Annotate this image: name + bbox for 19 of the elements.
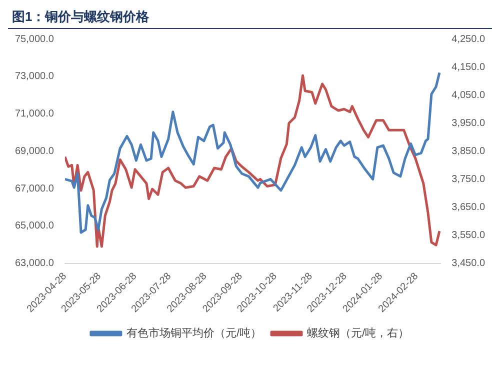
y2-tick-label: 4,150.0: [452, 62, 486, 73]
y-tick-label: 63,000.0: [14, 258, 54, 270]
y2-tick-label: 3,950.0: [452, 118, 486, 129]
legend-label: 有色市场铜平均价（元/吨）: [126, 326, 262, 340]
y2-tick-label: 4,250.0: [452, 34, 486, 45]
y2-tick-label: 3,450.0: [452, 258, 486, 270]
chart-title: 图1：铜价与螺纹钢价格: [8, 8, 492, 29]
legend-label: 螺纹钢（元/吨，右）: [307, 326, 410, 340]
y-tick-label: 69,000.0: [14, 146, 54, 157]
y2-tick-label: 3,650.0: [452, 202, 486, 214]
y2-tick-label: 4,050.0: [452, 90, 486, 101]
y-tick-label: 65,000.0: [14, 220, 54, 232]
y-tick-label: 67,000.0: [14, 183, 54, 194]
y-tick-label: 75,000.0: [14, 34, 54, 45]
y2-tick-label: 3,750.0: [452, 174, 486, 185]
y-tick-label: 73,000.0: [14, 71, 54, 82]
y2-tick-label: 3,850.0: [452, 146, 486, 157]
y2-tick-label: 3,550.0: [452, 230, 486, 242]
y-tick-label: 71,000.0: [14, 108, 54, 120]
